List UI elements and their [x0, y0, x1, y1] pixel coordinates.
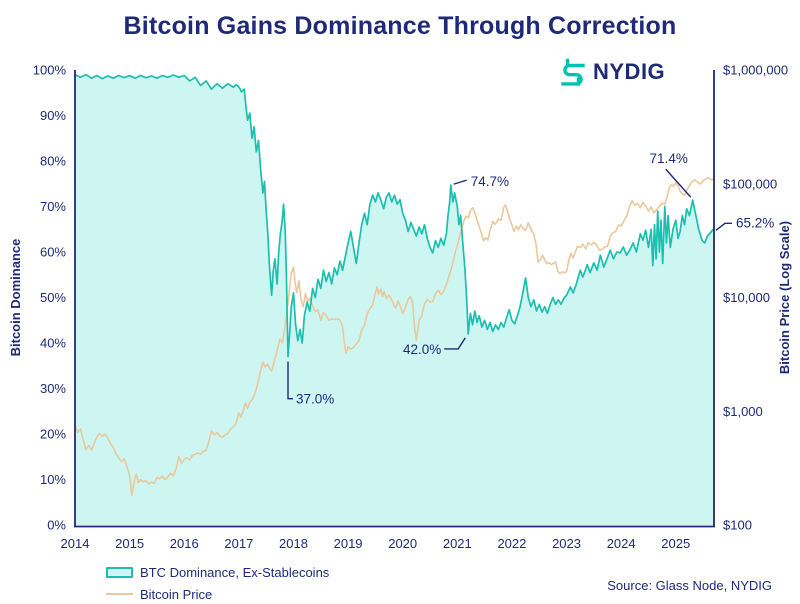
- annotation-label: 37.0%: [296, 392, 334, 407]
- annotation-connector: [453, 179, 467, 185]
- nydig-wordmark: NYDIG: [593, 59, 666, 84]
- annotation-label: 65.2%: [736, 215, 774, 230]
- price-line-swatch: [106, 593, 133, 595]
- left-axis-tick-label: 40%: [40, 336, 66, 351]
- dominance-area-fill: [75, 74, 714, 525]
- x-axis-tick-label: 2015: [115, 536, 144, 551]
- nydig-logo-icon: [561, 58, 585, 86]
- right-axis-tick-label: $1,000,000: [723, 63, 788, 78]
- left-axis-tick-label: 30%: [40, 381, 66, 396]
- annotation-connector: [444, 337, 466, 350]
- right-axis-tick-label: $100,000: [723, 176, 777, 191]
- x-axis-tick-label: 2019: [334, 536, 363, 551]
- axis-frame: [74, 70, 715, 528]
- left-axis-tick-label: 60%: [40, 245, 66, 260]
- x-axis-tick-label: 2014: [61, 536, 90, 551]
- annotation-label: 42.0%: [403, 342, 441, 357]
- x-axis-tick-label: 2024: [607, 536, 636, 551]
- left-axis-tick-label: 20%: [40, 427, 66, 442]
- right-axis-title: Bitcoin Price (Log Scale): [777, 221, 792, 374]
- legend-item-dominance: BTC Dominance, Ex-Stablecoins: [106, 564, 329, 580]
- left-axis-tick-label: 100%: [33, 63, 67, 78]
- price-line: [74, 176, 715, 497]
- x-axis-tick-label: 2022: [497, 536, 526, 551]
- dominance-area-swatch: [106, 566, 133, 578]
- legend-label: BTC Dominance, Ex-Stablecoins: [140, 564, 330, 580]
- chart-legend: BTC Dominance, Ex-Stablecoins Bitcoin Pr…: [106, 564, 329, 604]
- x-axis-tick-label: 2025: [661, 536, 690, 551]
- legend-label: Bitcoin Price: [140, 586, 213, 602]
- nydig-logo: NYDIG: [558, 57, 665, 87]
- annotation-connector: [715, 222, 732, 231]
- left-axis-tick-label: 70%: [40, 199, 66, 214]
- annotation-label: 74.7%: [471, 174, 509, 189]
- left-axis-title: Bitcoin Dominance: [8, 239, 23, 357]
- left-axis-tick-label: 90%: [40, 108, 66, 123]
- legend-item-price: Bitcoin Price: [106, 586, 329, 602]
- x-axis-tick-label: 2016: [170, 536, 199, 551]
- annotation-connector: [287, 361, 293, 400]
- x-axis-tick-label: 2020: [388, 536, 417, 551]
- right-axis-tick-label: $10,000: [723, 290, 770, 305]
- chart-title: Bitcoin Gains Dominance Through Correcti…: [123, 12, 677, 40]
- left-axis-tick-label: 0%: [47, 518, 66, 533]
- annotation-connector: [665, 168, 692, 198]
- left-axis-tick-label: 10%: [40, 472, 66, 487]
- left-axis-tick-label: 50%: [40, 290, 66, 305]
- annotation-label: 71.4%: [650, 151, 688, 166]
- right-axis-tick-label: $100: [723, 518, 752, 533]
- dominance-line: [74, 73, 715, 358]
- x-axis-tick-label: 2018: [279, 536, 308, 551]
- x-axis-tick-label: 2023: [552, 536, 581, 551]
- left-axis-tick-label: 80%: [40, 154, 66, 169]
- source-note: Source: Glass Node, NYDIG: [607, 578, 772, 593]
- x-axis-tick-label: 2021: [443, 536, 472, 551]
- right-axis-tick-label: $1,000: [723, 404, 763, 419]
- x-axis-tick-label: 2017: [224, 536, 253, 551]
